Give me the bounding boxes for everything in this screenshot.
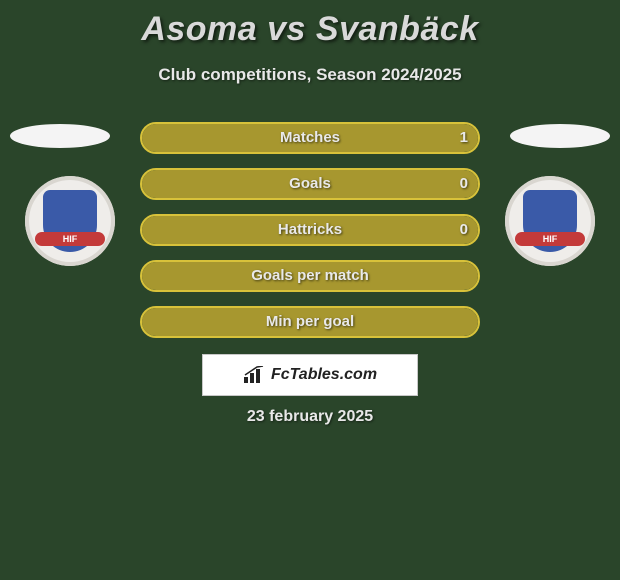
stat-row: Matches1: [140, 122, 480, 154]
logo-text: FcTables.com: [271, 366, 377, 384]
stat-value-right: 1: [460, 124, 468, 152]
stat-label: Goals per match: [142, 262, 478, 290]
club-crest-right: HIF: [505, 176, 595, 266]
source-logo: FcTables.com: [202, 354, 418, 396]
stat-label: Matches: [142, 124, 478, 152]
page-title: Asoma vs Svanbäck: [0, 0, 620, 49]
stat-row: Hattricks0: [140, 214, 480, 246]
stat-row: Goals per match: [140, 260, 480, 292]
stat-value-right: 0: [460, 170, 468, 198]
stats-list: Matches1Goals0Hattricks0Goals per matchM…: [140, 122, 480, 352]
crest-label-right: HIF: [515, 232, 585, 246]
avatar-right: [510, 124, 610, 148]
stat-row: Goals0: [140, 168, 480, 200]
club-crest-left: HIF: [25, 176, 115, 266]
generated-date: 23 february 2025: [0, 408, 620, 426]
stat-label: Min per goal: [142, 308, 478, 336]
stat-value-right: 0: [460, 216, 468, 244]
chart-icon: [243, 366, 265, 384]
avatar-left: [10, 124, 110, 148]
crest-label-left: HIF: [35, 232, 105, 246]
stat-label: Hattricks: [142, 216, 478, 244]
stat-row: Min per goal: [140, 306, 480, 338]
stat-label: Goals: [142, 170, 478, 198]
subtitle: Club competitions, Season 2024/2025: [0, 65, 620, 85]
